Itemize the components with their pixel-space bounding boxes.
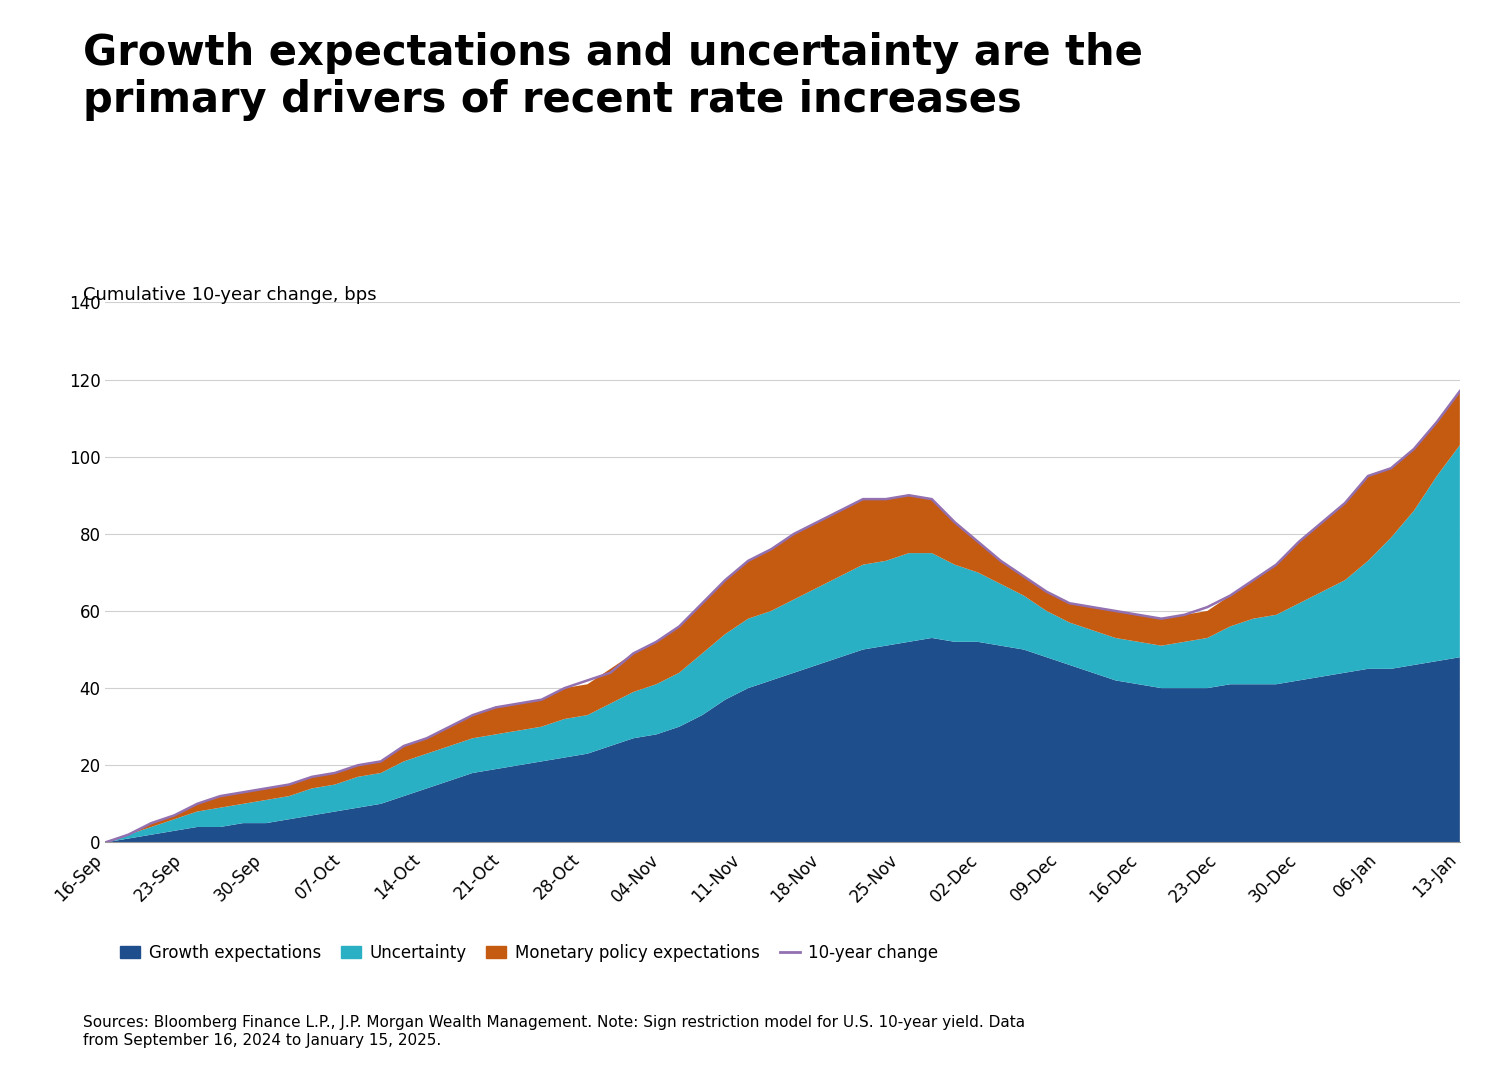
Text: Sources: Bloomberg Finance L.P., J.P. Morgan Wealth Management. Note: Sign restr: Sources: Bloomberg Finance L.P., J.P. Mo… bbox=[83, 1015, 1025, 1048]
Text: Growth expectations and uncertainty are the
primary drivers of recent rate incre: Growth expectations and uncertainty are … bbox=[83, 32, 1142, 121]
Text: Cumulative 10-year change, bps: Cumulative 10-year change, bps bbox=[83, 286, 376, 305]
Legend: Growth expectations, Uncertainty, Monetary policy expectations, 10-year change: Growth expectations, Uncertainty, Moneta… bbox=[114, 937, 945, 969]
